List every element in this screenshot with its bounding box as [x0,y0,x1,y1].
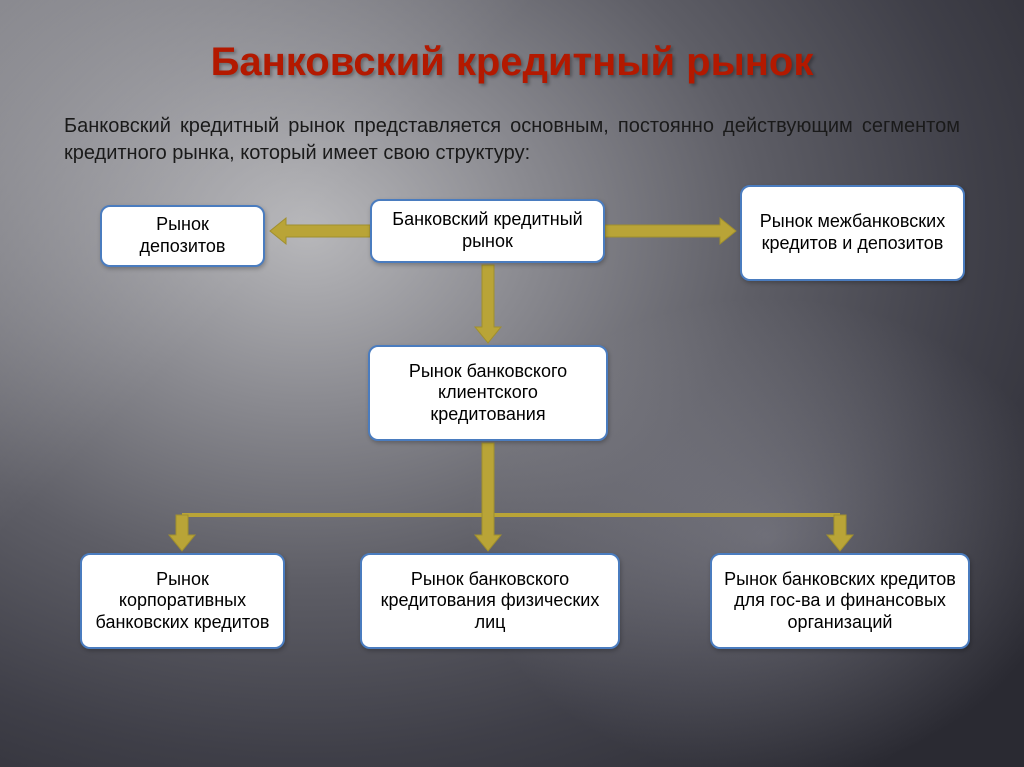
arrow-client-individual [475,443,501,551]
flowchart-diagram: Рынок депозитов Банковский кредитный рыно… [60,185,964,665]
flowchart-node-interbank: Рынок межбанковских кредитов и депозитов [740,185,965,281]
arrow-central-client [475,265,501,343]
flowchart-node-central: Банковский кредитный рынок [370,199,605,263]
arrow-central-deposits [270,218,370,244]
flowchart-node-individual: Рынок банковского кредитования физически… [360,553,620,649]
arrow-split-gov [827,515,853,551]
slide-content: Банковский кредитный рынок Банковский кр… [0,0,1024,767]
arrow-split-corporate [169,515,195,551]
flowchart-node-client: Рынок банковского клиентского кредитован… [368,345,608,441]
flowchart-node-deposits: Рынок депозитов [100,205,265,267]
slide-title: Банковский кредитный рынок [60,40,964,85]
intro-paragraph: Банковский кредитный рынок представляетс… [60,113,964,167]
arrow-central-interbank [605,218,736,244]
flowchart-node-gov: Рынок банковских кредитов для гос-ва и ф… [710,553,970,649]
flowchart-node-corporate: Рынок корпоративных банковских кредитов [80,553,285,649]
